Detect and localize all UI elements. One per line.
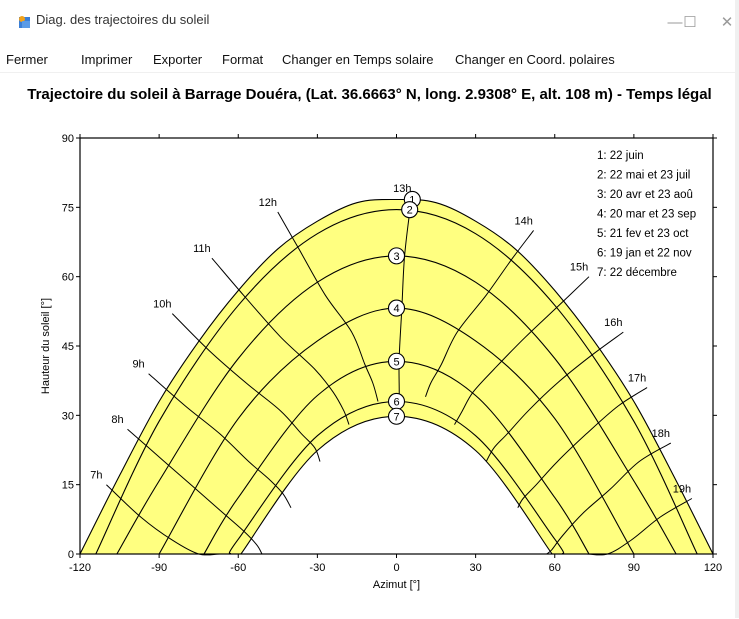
hour-label: 15h [570,262,588,274]
y-tick-label: 15 [62,480,74,492]
series-marker-label: 3 [393,251,399,263]
app-icon [19,16,30,28]
x-tick-label: 30 [470,562,482,574]
legend-entry: 3: 20 avr et 23 aoû [597,189,693,201]
menu-temps-solaire[interactable]: Changer en Temps solaire [282,52,434,67]
hour-line-11h [211,257,350,425]
series-marker-3 [387,247,406,265]
x-tick-label: 60 [549,562,561,574]
window-title: Diag. des trajectoires du soleil [36,12,210,27]
hour-label: 10h [153,299,171,311]
y-axis-label: Hauteur du soleil [°] [40,298,52,394]
hour-line-16h [485,331,624,462]
hour-line-15h [454,276,590,425]
hour-label: 11h [193,243,211,255]
series-marker-label: 6 [393,396,399,408]
hour-label: 12h [259,197,277,209]
maximize-icon: ☐ [683,14,697,31]
minimize-button[interactable]: — [653,0,697,44]
sun-path-chart: 7h 8h 9h 10h 11h 12h 13h 14h 15h 16h 17h 18h 19h 12 3… [40,133,722,591]
hour-line-8h [127,428,263,555]
chart-panel: Trajectoire du soleil à Barrage Douéra, … [0,72,739,619]
window-titlebar: Diag. des trajectoires du soleil — ☐ ✕ [0,0,739,44]
close-icon: ✕ [720,14,734,31]
hour-line-9h [148,373,292,509]
menu-exporter[interactable]: Exporter [153,52,203,67]
hour-label: 18h [652,428,670,440]
x-axis-label: Azimut [°] [373,579,420,591]
sun-path-line-1 [79,198,714,555]
menu-coord-polaires[interactable]: Changer en Coord. polaires [455,52,615,67]
series-marker-5 [387,352,406,370]
x-tick-label: -30 [309,562,325,574]
menu-bar: Fermer Imprimer Exporter Format Changer … [0,44,739,72]
hour-line-18h [546,442,672,555]
hour-label: 8h [111,414,123,426]
x-tick-label: -90 [151,562,167,574]
hour-line-14h [425,230,535,397]
series-marker-label: 7 [393,411,399,423]
hour-label: 7h [90,470,102,482]
hour-label: 19h [673,484,691,496]
sun-path-area [80,199,713,554]
y-tick-label: 90 [62,133,74,145]
legend-entry: 7: 22 décembre [597,267,677,279]
legend-entry: 2: 22 mai et 23 juil [597,170,690,182]
chart-title: Trajectoire du soleil à Barrage Douéra, … [27,86,712,103]
x-tick-label: 0 [393,562,399,574]
hour-label: 16h [604,317,622,329]
legend-entry: 1: 22 juin [597,150,644,162]
legend-entry: 5: 21 fev et 23 oct [597,228,689,240]
minimize-icon: — [667,13,683,31]
x-tick-label: 120 [704,562,722,574]
sun-path-line-2 [95,209,698,555]
hour-label: 9h [132,359,144,371]
y-tick-label: 45 [62,341,74,353]
hour-line-12h [277,211,379,402]
hour-label: 17h [628,373,646,385]
series-marker-2 [401,201,419,219]
legend-entry: 6: 19 jan et 22 nov [597,248,692,260]
close-button[interactable]: ✕ [705,0,739,44]
series-marker-label: 2 [407,205,413,217]
series-marker-7 [387,407,406,425]
menu-fermer[interactable]: Fermer [6,52,48,67]
series-marker-label: 5 [393,356,399,368]
y-tick-label: 75 [62,202,74,214]
menu-imprimer[interactable]: Imprimer [81,52,133,67]
legend-entry: 4: 20 mar et 23 sep [597,209,696,221]
hour-line-17h [517,387,648,509]
x-tick-label: -60 [230,562,246,574]
series-marker-label: 4 [393,303,399,315]
series-marker-4 [387,299,406,317]
maximize-button[interactable]: ☐ [668,0,712,44]
hour-label: 14h [514,215,532,227]
y-tick-label: 0 [68,549,74,561]
menu-format[interactable]: Format [222,52,264,67]
x-tick-label: 90 [628,562,640,574]
y-tick-label: 60 [62,272,74,284]
series-marker-label: 1 [409,194,415,206]
hour-label: 13h [393,183,411,195]
hour-line-10h [171,313,321,462]
x-tick-label: -120 [69,562,91,574]
y-tick-label: 30 [62,410,74,422]
window-border [735,0,739,618]
